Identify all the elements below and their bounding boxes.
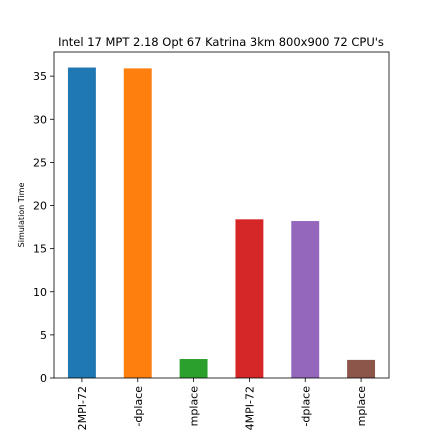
y-tick-label: 5	[40, 329, 47, 342]
x-tick-label: -dplace	[299, 386, 312, 427]
x-tick-label: 4MPI-72	[243, 386, 256, 430]
bar-2	[123, 68, 152, 379]
y-tick-label: 30	[33, 113, 47, 126]
bar-4	[235, 219, 264, 378]
bar-6	[347, 359, 376, 378]
y-tick-label: 20	[33, 200, 47, 213]
y-axis-label: Simulation Time	[17, 183, 26, 248]
y-tick-label: 10	[33, 286, 47, 299]
x-tick-label: -dplace	[132, 386, 145, 427]
y-tick-label: 25	[33, 156, 47, 169]
bar-3	[179, 359, 208, 378]
y-axis-ticks: 0 5 10 15 20 25 30 35	[33, 70, 54, 385]
x-tick-label: mplace	[188, 386, 201, 427]
plot-frame	[53, 51, 390, 379]
y-tick-label: 15	[33, 243, 47, 256]
chart-title: Intel 17 MPT 2.18 Opt 67 Katrina 3km 800…	[58, 35, 384, 49]
y-tick-label: 0	[40, 372, 47, 385]
bar-5	[291, 221, 320, 378]
bar-1	[67, 67, 96, 379]
x-axis-ticks: 2MPI-72 -dplace mplace 4MPI-72 -dplace mplace	[76, 378, 368, 430]
y-tick-label: 35	[33, 70, 47, 83]
bars-group	[67, 67, 376, 379]
x-tick-label: mplace	[355, 386, 368, 427]
x-tick-label: 2MPI-72	[76, 386, 89, 430]
